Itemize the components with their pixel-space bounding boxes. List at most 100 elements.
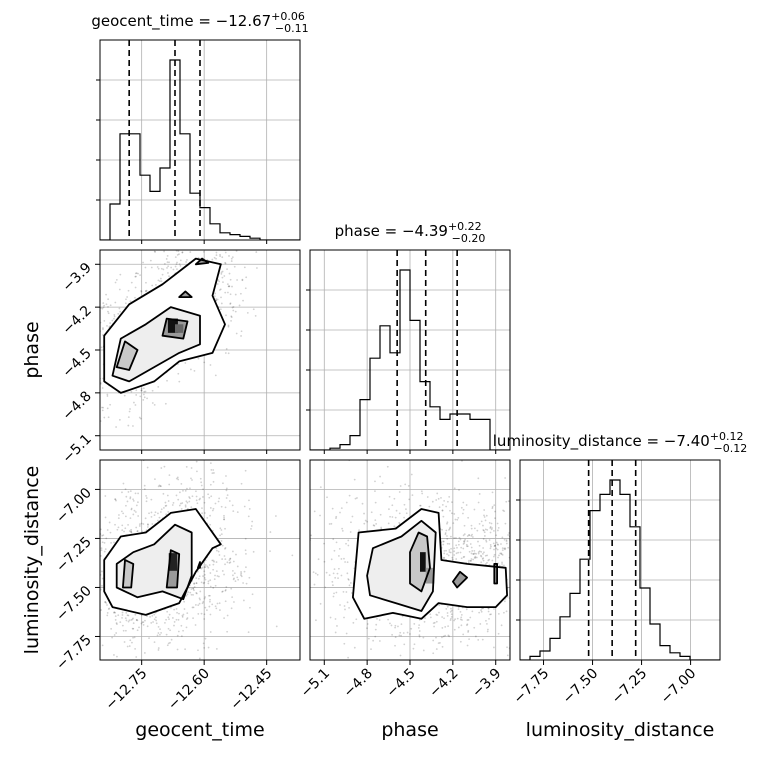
sample-point <box>215 549 218 552</box>
sample-point <box>97 403 99 405</box>
sample-point <box>179 259 182 262</box>
sample-point <box>184 489 187 492</box>
sample-point <box>221 544 224 547</box>
sample-point <box>215 607 218 610</box>
sample-point <box>214 584 217 587</box>
sample-point <box>514 570 516 572</box>
sample-point <box>92 555 94 557</box>
sample-point <box>130 531 133 533</box>
x-tick-label: −7.25 <box>609 666 651 708</box>
sample-point <box>110 627 113 630</box>
sample-point <box>335 541 338 544</box>
sample-point <box>471 550 474 552</box>
sample-point <box>455 544 458 547</box>
x-tick-label: −12.75 <box>103 666 151 714</box>
sample-point <box>146 466 149 469</box>
sample-point <box>221 270 224 273</box>
sample-point <box>470 559 472 562</box>
sample-point <box>89 569 91 571</box>
sample-point <box>246 311 249 314</box>
sample-point <box>165 513 168 516</box>
sample-point <box>462 543 465 545</box>
sample-point <box>256 267 258 269</box>
sample-point <box>358 529 360 532</box>
sample-point <box>92 553 94 555</box>
sample-point <box>160 280 163 283</box>
sample-point <box>173 608 176 611</box>
sample-point <box>164 501 167 504</box>
density-core <box>175 324 184 333</box>
sample-point <box>485 514 488 517</box>
sample-point <box>209 613 212 616</box>
title-plus: +0.22 <box>448 220 482 233</box>
sample-point <box>203 618 206 620</box>
sample-point <box>501 554 504 556</box>
sample-point <box>248 508 251 510</box>
sample-point <box>361 502 364 505</box>
sample-point <box>331 584 334 587</box>
sample-point <box>135 394 138 396</box>
sample-point <box>449 619 452 622</box>
sample-point <box>120 510 123 513</box>
sample-point <box>118 288 121 291</box>
sample-point <box>505 540 508 543</box>
sample-point <box>447 625 450 628</box>
sample-point <box>481 638 484 641</box>
sample-point <box>491 527 493 529</box>
sample-point <box>167 248 169 250</box>
scatter-clip <box>310 460 527 666</box>
sample-point <box>244 469 247 472</box>
sample-point <box>349 582 352 584</box>
sample-point <box>442 515 445 518</box>
sample-point <box>393 525 396 528</box>
sample-point <box>483 551 485 554</box>
sample-point <box>177 478 180 481</box>
sample-point <box>151 284 154 287</box>
sample-point <box>232 578 235 581</box>
sample-point <box>122 482 125 485</box>
sample-point <box>487 610 490 613</box>
sample-point <box>409 633 411 635</box>
sample-point <box>366 623 369 625</box>
sample-point <box>113 611 115 614</box>
contour-line <box>197 561 201 569</box>
sample-point <box>204 566 207 568</box>
sample-point <box>489 544 492 546</box>
sample-point <box>345 632 348 635</box>
sample-point <box>481 558 484 560</box>
sample-point <box>104 601 107 604</box>
sample-point <box>145 500 148 503</box>
sample-point <box>203 361 206 364</box>
x-axis-label-luminosity_distance: luminosity_distance <box>526 719 715 741</box>
sample-point <box>204 596 207 598</box>
sample-point <box>481 607 483 610</box>
x-tick-label: −4.5 <box>383 666 418 701</box>
sample-point <box>418 635 421 638</box>
sample-point <box>172 268 175 271</box>
sample-point <box>525 664 527 666</box>
sample-point <box>482 559 485 562</box>
sample-point <box>352 621 355 624</box>
sample-point <box>95 354 97 356</box>
sample-point <box>477 638 480 641</box>
sample-point <box>312 571 315 574</box>
sample-point <box>212 507 215 510</box>
sample-point <box>247 515 250 518</box>
sample-point <box>495 547 498 550</box>
sample-point <box>335 591 338 594</box>
sample-point <box>164 621 166 624</box>
sample-point <box>195 592 198 594</box>
sample-point <box>135 526 138 529</box>
sample-point <box>228 562 231 564</box>
sample-point <box>433 625 435 628</box>
sample-point <box>143 652 146 654</box>
sample-point <box>161 273 164 276</box>
contour-line <box>366 519 437 612</box>
sample-point <box>154 511 157 514</box>
sample-point <box>157 279 160 282</box>
sample-point <box>390 624 393 627</box>
sample-point <box>226 561 229 564</box>
sample-point <box>179 264 182 267</box>
contour-line <box>165 549 181 589</box>
sample-point <box>398 491 401 493</box>
